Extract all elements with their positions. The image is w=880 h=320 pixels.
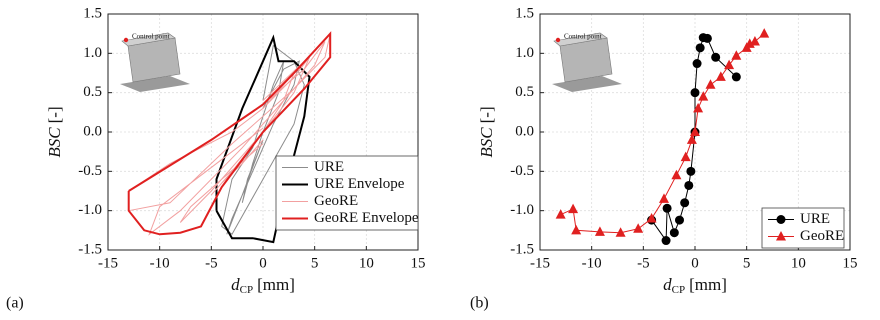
- x-tick-label: 5: [743, 255, 751, 271]
- x-tick-label: 15: [411, 255, 426, 271]
- marker: [777, 215, 786, 224]
- y-tick-label: -1.5: [510, 241, 534, 257]
- panel: -15 -10 -5 0 5 10 15 -1.5 -1.0 -0.5 0.0 0.5 1.0 1.5 Co…: [6, 5, 426, 311]
- y-tick-label: 0.0: [515, 123, 534, 139]
- marker: [711, 53, 720, 62]
- marker: [686, 167, 695, 176]
- y-tick-label: 1.5: [515, 5, 534, 21]
- y-tick-label: 1.5: [83, 5, 102, 21]
- x-tick-label: -5: [205, 255, 218, 271]
- marker: [732, 72, 741, 81]
- figure: -15 -10 -5 0 5 10 15 -1.5 -1.0 -0.5 0.0 0.5 1.0 1.5 Co…: [0, 0, 880, 320]
- marker: [703, 34, 712, 43]
- x-label-subscript: CP: [240, 284, 253, 296]
- x-label-unit: [mm]: [257, 275, 295, 294]
- marker: [568, 204, 578, 214]
- marker: [663, 204, 672, 213]
- x-tick-label: -10: [150, 255, 170, 271]
- panel-label: (a): [6, 295, 24, 312]
- marker: [595, 226, 605, 236]
- y-label-unit: [-]: [45, 106, 64, 123]
- marker: [750, 36, 760, 46]
- x-tick-label: 15: [843, 255, 858, 271]
- x-tick-label: 0: [259, 255, 267, 271]
- marker: [698, 91, 708, 101]
- marker: [706, 79, 716, 89]
- y-axis-label: BSC [-]: [45, 106, 64, 157]
- y-tick-label: 1.0: [83, 45, 102, 61]
- x-tick-label: -15: [530, 255, 550, 271]
- y-label-symbol: BSC: [45, 127, 64, 158]
- marker: [659, 193, 669, 203]
- marker: [691, 88, 700, 97]
- marker: [693, 59, 702, 68]
- x-tick-label: -5: [637, 255, 650, 271]
- panel: -15 -10 -5 0 5 10 15 -1.5 -1.0 -0.5 0.0 0.5 1.0 1.5 Co…: [470, 5, 858, 311]
- y-tick-label: -1.0: [78, 202, 102, 218]
- x-tick-label: 0: [691, 255, 699, 271]
- legend-label: GeoRE: [800, 228, 844, 244]
- marker: [670, 228, 679, 237]
- marker: [731, 50, 741, 60]
- y-tick-label: -1.5: [78, 241, 102, 257]
- annotation: Control point: [564, 33, 602, 41]
- y-tick-label: 0.5: [515, 84, 534, 100]
- marker: [684, 181, 693, 190]
- control-point: [556, 38, 560, 42]
- marker: [662, 236, 671, 245]
- y-tick-label: 0.5: [83, 84, 102, 100]
- marker: [716, 71, 726, 81]
- legend-label: URE: [314, 159, 344, 175]
- x-tick-label: -15: [98, 255, 118, 271]
- control-point: [124, 38, 128, 42]
- legend-label: GeoRE: [314, 193, 358, 209]
- legend-label: GeoRE Envelope: [314, 210, 419, 226]
- x-label-subscript: CP: [672, 284, 685, 296]
- y-label-unit: [-]: [477, 106, 496, 123]
- x-axis-label: dCP[mm]: [663, 275, 727, 296]
- x-tick-label: 5: [311, 255, 319, 271]
- y-tick-label: 0.0: [83, 123, 102, 139]
- annotation: Control point: [132, 33, 170, 41]
- panel-label: (b): [470, 295, 489, 312]
- marker: [759, 28, 769, 38]
- marker: [680, 198, 689, 207]
- y-axis-label: BSC [-]: [477, 106, 496, 157]
- marker: [571, 225, 581, 235]
- y-label-symbol: BSC: [477, 127, 496, 158]
- legend-label: URE Envelope: [314, 176, 405, 192]
- marker: [696, 43, 705, 52]
- y-tick-label: -0.5: [510, 163, 534, 179]
- marker: [681, 152, 691, 162]
- y-tick-label: 1.0: [515, 45, 534, 61]
- x-tick-label: 10: [359, 255, 374, 271]
- y-tick-label: -1.0: [510, 202, 534, 218]
- x-tick-label: 10: [791, 255, 806, 271]
- x-axis-label: dCP[mm]: [231, 275, 295, 296]
- x-tick-label: -10: [582, 255, 602, 271]
- marker: [633, 223, 643, 233]
- legend-label: URE: [800, 211, 830, 227]
- x-label-unit: [mm]: [689, 275, 727, 294]
- y-tick-label: -0.5: [78, 163, 102, 179]
- marker: [675, 216, 684, 225]
